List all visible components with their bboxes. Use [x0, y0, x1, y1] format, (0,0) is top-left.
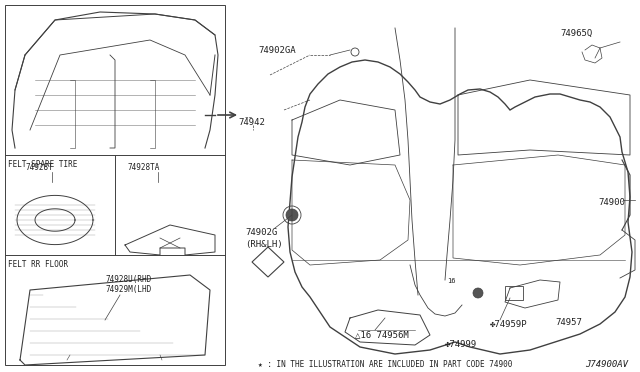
Text: 74928T: 74928T: [25, 163, 52, 172]
Text: ✤74999: ✤74999: [445, 340, 477, 349]
Text: ★ : IN THE ILLUSTRATION ARE INCLUDED IN PART CODE 74900: ★ : IN THE ILLUSTRATION ARE INCLUDED IN …: [258, 360, 513, 369]
Text: (RH&LH): (RH&LH): [245, 240, 283, 249]
Circle shape: [473, 288, 483, 298]
Text: J74900AV: J74900AV: [585, 360, 628, 369]
Bar: [5, 5, 225, 365]
Text: FELT SPARE TIRE: FELT SPARE TIRE: [8, 160, 77, 169]
Text: 74902G: 74902G: [245, 228, 277, 237]
Circle shape: [286, 209, 298, 221]
Text: 74900: 74900: [598, 198, 625, 207]
Text: 74929M(LHD: 74929M(LHD: [105, 285, 151, 294]
Text: 74928TA: 74928TA: [128, 163, 161, 172]
Text: 74965Q: 74965Q: [560, 29, 592, 38]
Text: 74957: 74957: [555, 318, 582, 327]
Text: 74942: 74942: [238, 118, 265, 127]
Text: FELT RR FLOOR: FELT RR FLOOR: [8, 260, 68, 269]
Text: 74902GA: 74902GA: [258, 46, 296, 55]
Text: ✤74959P: ✤74959P: [490, 320, 527, 329]
Text: 74928U(RHD: 74928U(RHD: [105, 275, 151, 284]
Text: 16: 16: [447, 278, 456, 284]
Text: △16 74956M: △16 74956M: [355, 330, 409, 339]
